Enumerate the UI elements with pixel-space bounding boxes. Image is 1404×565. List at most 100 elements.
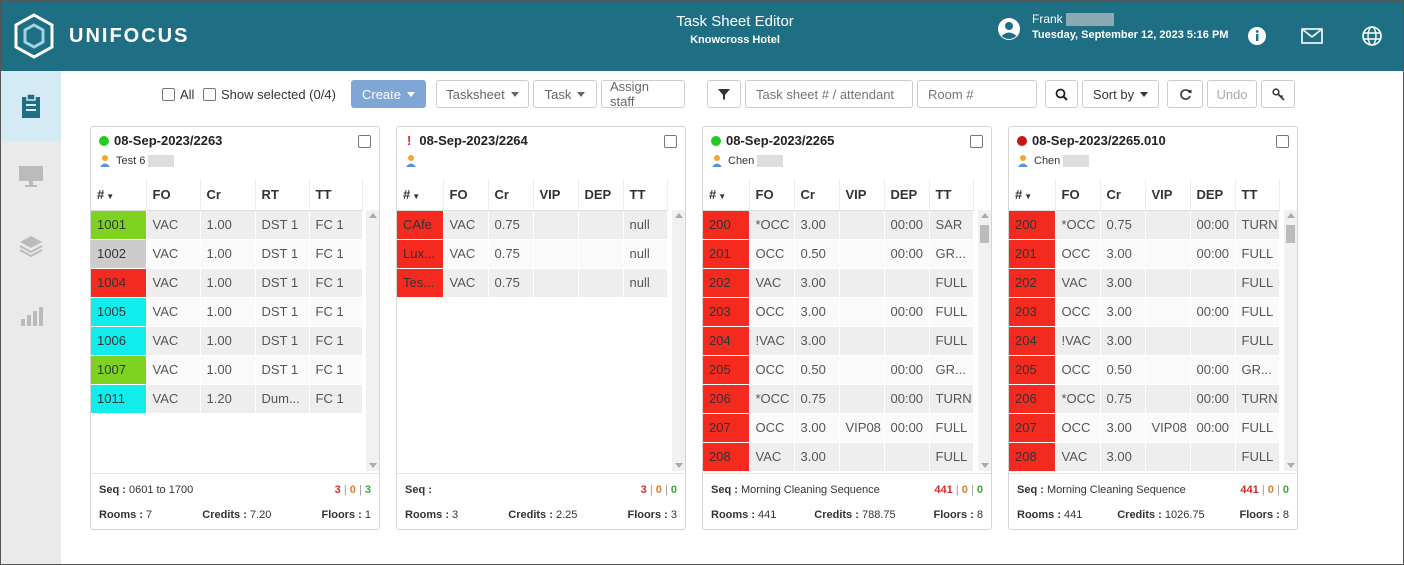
card-assignee[interactable]: Test 6 (99, 154, 175, 167)
tasksheet-search-input[interactable] (745, 80, 913, 108)
scroll-down-icon[interactable] (369, 463, 377, 468)
select-all-checkbox[interactable] (162, 87, 175, 101)
sidebar-item-layers[interactable] (1, 211, 61, 281)
table-row[interactable]: 205 OCC 0.50 00:00 GR... (1009, 355, 1280, 385)
refresh-button[interactable] (1167, 80, 1203, 108)
table-row[interactable]: 202 VAC 3.00 FULL (1009, 268, 1280, 298)
user-menu[interactable]: Frank Tuesday, September 12, 2023 5:16 P… (997, 12, 1228, 41)
scroll-down-icon[interactable] (1287, 463, 1295, 468)
room-number[interactable]: 200 (1009, 210, 1056, 240)
tasksheet-dropdown[interactable]: Tasksheet (436, 80, 529, 108)
scroll-up-icon[interactable] (369, 213, 377, 218)
room-number[interactable]: 202 (703, 268, 750, 298)
room-number[interactable]: 201 (1009, 239, 1056, 269)
table-row[interactable]: 1011 VAC 1.20 Dum... FC 1 (91, 384, 363, 414)
table-row[interactable]: 200 *OCC 0.75 00:00 TURN (1009, 210, 1280, 240)
room-number[interactable]: 201 (703, 239, 750, 269)
scroll-thumb[interactable] (1286, 225, 1295, 243)
room-number[interactable]: 202 (1009, 268, 1056, 298)
room-number[interactable]: 204 (703, 326, 750, 356)
logo[interactable]: UNIFOCUS (13, 13, 189, 59)
room-number[interactable]: 208 (703, 442, 750, 471)
show-selected[interactable]: Show selected (0/4) (203, 80, 336, 108)
table-row[interactable]: Tes... VAC 0.75 null (397, 268, 668, 298)
scroll-up-icon[interactable] (981, 213, 989, 218)
sidebar-item-task-sheets[interactable] (1, 71, 61, 141)
table-row[interactable]: Lux... VAC 0.75 null (397, 239, 668, 269)
room-search-input[interactable] (917, 80, 1037, 108)
scroll-down-icon[interactable] (675, 463, 683, 468)
table-row[interactable]: 204 !VAC 3.00 FULL (1009, 326, 1280, 356)
table-row[interactable]: 205 OCC 0.50 00:00 GR... (703, 355, 974, 385)
card-select-checkbox[interactable] (970, 135, 983, 148)
scroll-thumb[interactable] (980, 225, 989, 243)
table-row[interactable]: 201 OCC 0.50 00:00 GR... (703, 239, 974, 269)
column-header-fo[interactable]: FO (749, 179, 795, 211)
table-row[interactable]: 204 !VAC 3.00 FULL (703, 326, 974, 356)
table-row[interactable]: 207 OCC 3.00 VIP08 00:00 FULL (1009, 413, 1280, 443)
mail-icon[interactable] (1301, 25, 1323, 47)
room-number[interactable]: 203 (1009, 297, 1056, 327)
column-header-vip[interactable]: VIP (839, 179, 885, 211)
assign-staff-button[interactable]: Assign staff (601, 79, 685, 109)
room-number[interactable]: 205 (1009, 355, 1056, 385)
room-number[interactable]: 200 (703, 210, 750, 240)
column-header-cr[interactable]: Cr (794, 179, 840, 211)
column-header-tt[interactable]: TT (929, 179, 974, 211)
room-number[interactable]: 208 (1009, 442, 1056, 471)
column-header-tt[interactable]: TT (1235, 179, 1280, 211)
table-row[interactable]: 200 *OCC 3.00 00:00 SAR (703, 210, 974, 240)
column-header-cr[interactable]: Cr (1100, 179, 1146, 211)
card-select-checkbox[interactable] (664, 135, 677, 148)
table-row[interactable]: 207 OCC 3.00 VIP08 00:00 FULL (703, 413, 974, 443)
column-header-fo[interactable]: FO (1055, 179, 1101, 211)
room-number[interactable]: CAfe (397, 210, 444, 240)
card-assignee[interactable]: Chen (711, 154, 784, 167)
card-select-checkbox[interactable] (1276, 135, 1289, 148)
card-title[interactable]: ! 08-Sep-2023/2264 (405, 133, 528, 148)
room-number[interactable]: Lux... (397, 239, 444, 269)
tasksheet-card[interactable]: 08-Sep-2023/2265 Chen # ▼ FO Cr VIP DEP TT 200 *OC… (702, 126, 992, 530)
room-number[interactable]: Tes... (397, 268, 444, 298)
column-header-fo[interactable]: FO (146, 179, 201, 211)
column-header-number[interactable]: # ▼ (1009, 179, 1056, 211)
table-row[interactable]: 1005 VAC 1.00 DST 1 FC 1 (91, 297, 363, 327)
card-title[interactable]: 08-Sep-2023/2263 (99, 133, 222, 148)
table-row[interactable]: 1006 VAC 1.00 DST 1 FC 1 (91, 326, 363, 356)
sidebar-item-reports[interactable] (1, 281, 61, 351)
tools-button[interactable] (1261, 80, 1295, 108)
card-select-checkbox[interactable] (358, 135, 371, 148)
column-header-dep[interactable]: DEP (884, 179, 930, 211)
room-number[interactable]: 203 (703, 297, 750, 327)
table-scrollbar[interactable] (1284, 210, 1297, 471)
card-assignee[interactable]: Chen (1017, 154, 1090, 167)
table-row[interactable]: 203 OCC 3.00 00:00 FULL (1009, 297, 1280, 327)
show-selected-checkbox[interactable] (203, 87, 216, 101)
room-number[interactable]: 1002 (91, 239, 147, 269)
card-assignee[interactable] (405, 154, 422, 167)
column-header-tt[interactable]: TT (623, 179, 668, 211)
info-icon[interactable] (1246, 25, 1268, 47)
room-number[interactable]: 1001 (91, 210, 147, 240)
task-dropdown[interactable]: Task (533, 80, 597, 108)
room-number[interactable]: 206 (1009, 384, 1056, 414)
table-scrollbar[interactable] (366, 210, 379, 471)
tasksheet-card[interactable]: ! 08-Sep-2023/2264 # ▼ FO Cr VIP DEP TT CAfe VAC 0.… (396, 126, 686, 530)
column-header-cr[interactable]: Cr (488, 179, 534, 211)
search-button[interactable] (1045, 80, 1078, 108)
column-header-tt[interactable]: TT (309, 179, 363, 211)
table-row[interactable]: 203 OCC 3.00 00:00 FULL (703, 297, 974, 327)
table-row[interactable]: 202 VAC 3.00 FULL (703, 268, 974, 298)
column-header-dep[interactable]: DEP (578, 179, 624, 211)
room-number[interactable]: 1006 (91, 326, 147, 356)
table-row[interactable]: 206 *OCC 0.75 00:00 TURN (703, 384, 974, 414)
column-header-number[interactable]: # ▼ (703, 179, 750, 211)
table-row[interactable]: 1002 VAC 1.00 DST 1 FC 1 (91, 239, 363, 269)
table-scrollbar[interactable] (672, 210, 685, 471)
table-scrollbar[interactable] (978, 210, 991, 471)
table-row[interactable]: 1007 VAC 1.00 DST 1 FC 1 (91, 355, 363, 385)
column-header-cr[interactable]: Cr (200, 179, 256, 211)
table-row[interactable]: CAfe VAC 0.75 null (397, 210, 668, 240)
room-number[interactable]: 207 (703, 413, 750, 443)
select-all[interactable]: All (162, 80, 194, 108)
